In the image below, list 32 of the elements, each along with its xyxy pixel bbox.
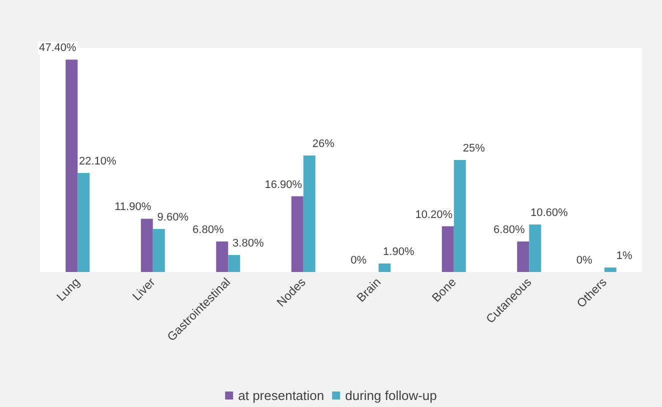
data-label: 1.90%: [383, 246, 414, 258]
data-label: 47.40%: [38, 42, 76, 54]
bar: [228, 254, 240, 272]
bar: [66, 60, 78, 272]
data-label: 1%: [616, 250, 633, 262]
data-label: 0%: [576, 254, 593, 266]
bar: [517, 242, 530, 272]
data-label: 6.80%: [494, 224, 525, 236]
data-label: 10.20%: [415, 208, 453, 221]
bar: [303, 156, 316, 272]
data-label: 9.60%: [157, 211, 189, 224]
bar: [291, 196, 304, 272]
bar: [140, 218, 153, 272]
legend-label: during follow-up: [345, 388, 437, 403]
data-label: 11.90%: [114, 201, 152, 214]
data-label: 6.80%: [192, 224, 224, 236]
bar: [378, 263, 391, 272]
bar: [442, 226, 454, 272]
bar: [604, 268, 616, 272]
data-label: 0%: [350, 254, 367, 266]
bar: [216, 242, 228, 272]
data-label: 16.90%: [264, 178, 302, 191]
bar: [152, 228, 165, 272]
data-label: 22.10%: [78, 155, 116, 168]
data-label: 3.80%: [232, 237, 264, 250]
data-label: 26%: [312, 138, 335, 150]
bar: [78, 172, 90, 272]
data-label: 25%: [462, 142, 486, 154]
bar: [454, 160, 466, 272]
data-label: 10.60%: [530, 207, 568, 220]
bar: [529, 224, 542, 272]
legend-label: at presentation: [238, 388, 324, 403]
